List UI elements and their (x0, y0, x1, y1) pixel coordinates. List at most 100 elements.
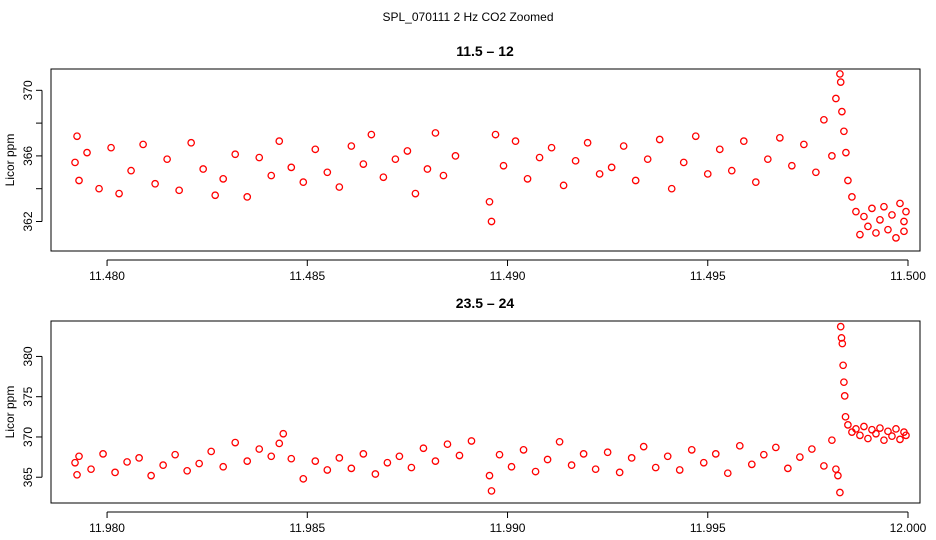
top-data-point (71, 158, 79, 167)
bottom-data-point (663, 452, 672, 461)
top-data-point (751, 178, 760, 186)
top-data-point (800, 140, 808, 149)
top-data-point (535, 153, 544, 162)
bottom-data-point (195, 459, 204, 468)
top-data-point (175, 186, 183, 195)
bottom-data-point (884, 427, 892, 436)
bottom-data-point (231, 438, 240, 447)
bottom-x-tick-label: 12.000 (890, 521, 927, 535)
bottom-data-point (87, 465, 95, 474)
top-data-point (255, 153, 264, 162)
top-data-point (127, 166, 135, 175)
panel-bottom: 23.5 – 24 Licor ppm 11.980 11.985 11.990 11… (3, 295, 927, 535)
figure-suptitle: SPL_070111 2 Hz CO2 Zoomed (383, 10, 554, 24)
top-x-tick-label: 11.480 (89, 269, 125, 283)
top-data-point (775, 134, 784, 142)
bottom-data-point (808, 445, 816, 453)
bottom-x-tick-label: 11.990 (490, 521, 526, 535)
bottom-data-point (892, 425, 900, 433)
top-data-point (187, 138, 196, 147)
bottom-data-point (75, 452, 83, 461)
top-data-point (631, 176, 640, 185)
bottom-data-point (255, 445, 264, 453)
top-data-point (423, 165, 432, 173)
bottom-data-point (675, 466, 684, 474)
bottom-data-point (836, 322, 845, 331)
bottom-data-point (519, 445, 528, 454)
bottom-data-point (651, 463, 660, 472)
top-data-point (836, 70, 844, 78)
bottom-data-point (531, 467, 540, 476)
bottom-x-tick-label: 11.980 (89, 521, 125, 535)
bottom-data-point (834, 471, 842, 480)
top-data-point (403, 147, 412, 155)
bottom-data-point (699, 458, 708, 467)
bottom-data-point (864, 434, 872, 443)
top-data-point (287, 163, 296, 172)
bottom-data-point (323, 466, 332, 474)
bottom-data-point (487, 487, 496, 495)
top-data-point (888, 211, 896, 219)
top-data-point (900, 227, 908, 236)
bottom-data-point (735, 441, 744, 450)
top-x-tick-label: 11.500 (890, 269, 926, 283)
top-data-point (379, 173, 388, 182)
top-data-point (547, 143, 556, 152)
top-data-point (275, 137, 284, 145)
top-data-point (838, 107, 846, 116)
bottom-data-point (243, 457, 252, 465)
bottom-y-tick-label: 365 (21, 467, 35, 487)
top-data-point (703, 170, 712, 178)
top-data-point (299, 178, 308, 186)
bottom-data-point (147, 471, 155, 480)
bottom-data-point (555, 437, 564, 446)
bottom-data-point (860, 422, 868, 431)
bottom-data-point (856, 431, 864, 440)
bottom-data-point (828, 436, 836, 445)
top-data-point (856, 230, 864, 239)
top-data-point (844, 176, 852, 185)
bottom-data-point (832, 465, 840, 474)
top-data-point (896, 199, 904, 208)
top-data-point (739, 137, 748, 145)
bottom-data-point (723, 469, 732, 478)
top-data-point (559, 181, 568, 190)
bottom-data-point (299, 474, 308, 483)
bottom-y-tick-label: 370 (21, 427, 35, 447)
bottom-data-point (485, 471, 494, 480)
top-data-point (451, 152, 460, 160)
bottom-data-point (267, 452, 276, 461)
bottom-data-point (111, 468, 119, 477)
top-data-point (391, 155, 400, 164)
top-data-point (231, 150, 240, 159)
top-data-point (619, 142, 628, 150)
bottom-data-point (579, 450, 588, 458)
top-data-point (832, 94, 840, 103)
bottom-data-point (383, 458, 392, 467)
top-data-point (876, 216, 884, 224)
bottom-data-point (711, 450, 720, 458)
bottom-data-point (747, 460, 756, 469)
top-data-point (523, 175, 532, 183)
top-data-point (787, 161, 796, 170)
top-data-point (884, 225, 892, 234)
bottom-data-point (759, 450, 768, 459)
bottom-data-point (207, 447, 216, 456)
bottom-data-point (820, 462, 828, 470)
top-data-point (95, 184, 103, 193)
bottom-data-point (495, 450, 504, 459)
bottom-data-point (335, 454, 344, 462)
bottom-data-point (455, 451, 464, 460)
top-data-point (902, 207, 910, 216)
top-data-point (842, 148, 850, 157)
bottom-data-point (431, 457, 440, 465)
top-data-point (335, 183, 344, 191)
top-data-point (691, 132, 700, 141)
top-data-point (485, 197, 494, 206)
top-data-point (267, 171, 276, 180)
bottom-data-point (639, 442, 648, 451)
bottom-data-point (419, 444, 428, 453)
bottom-y-tick-label: 375 (21, 386, 35, 406)
bottom-plot-frame (50, 320, 921, 504)
